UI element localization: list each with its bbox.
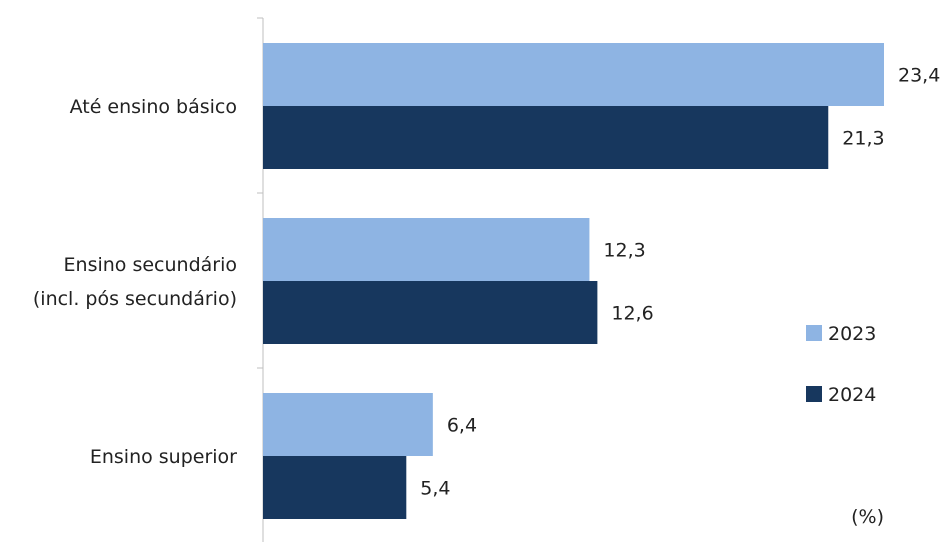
category-label: Ensino superior <box>90 446 237 468</box>
bar-2023 <box>263 393 433 456</box>
legend-swatch-2023 <box>806 325 822 341</box>
category-label: Ensino secundário (incl. pós secundário) <box>33 254 237 310</box>
bar-2024 <box>263 106 829 169</box>
bar-2023 <box>263 43 884 106</box>
unit-label: (%) <box>851 506 884 528</box>
bar-2024 <box>263 456 407 519</box>
data-label: 12,3 <box>603 240 645 262</box>
legend-label: 2024 <box>828 384 876 406</box>
data-label: 6,4 <box>447 415 477 437</box>
category-label: Até ensino básico <box>70 96 237 118</box>
category-label-line: Ensino secundário <box>64 254 237 276</box>
category-label-line: Até ensino básico <box>70 96 237 118</box>
bar-2023 <box>263 218 590 281</box>
data-label: 12,6 <box>611 303 653 325</box>
data-label: 23,4 <box>898 65 940 87</box>
data-label: 5,4 <box>420 478 450 500</box>
bar-2024 <box>263 281 598 344</box>
legend-swatch-2024 <box>806 386 822 402</box>
category-label-line: (incl. pós secundário) <box>33 288 237 310</box>
data-label: 21,3 <box>842 128 884 150</box>
legend-label: 2023 <box>828 323 876 345</box>
category-label-line: Ensino superior <box>90 446 237 468</box>
